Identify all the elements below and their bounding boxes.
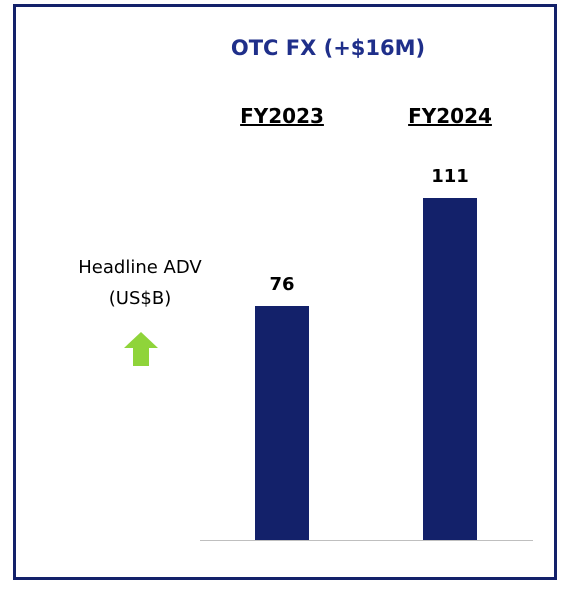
value-label: 111	[431, 166, 469, 187]
up-arrow	[124, 332, 158, 366]
bar	[255, 305, 309, 540]
value-label: 76	[269, 273, 295, 295]
chart-title: OTC FX (+$16M)	[230, 36, 426, 60]
bar	[423, 198, 477, 540]
y-axis-label: Headline ADV (US$B)	[78, 257, 202, 309]
frame	[13, 4, 557, 580]
category-label: FY2024	[408, 104, 492, 128]
baseline	[200, 540, 533, 541]
category-label: FY2023	[240, 104, 324, 128]
